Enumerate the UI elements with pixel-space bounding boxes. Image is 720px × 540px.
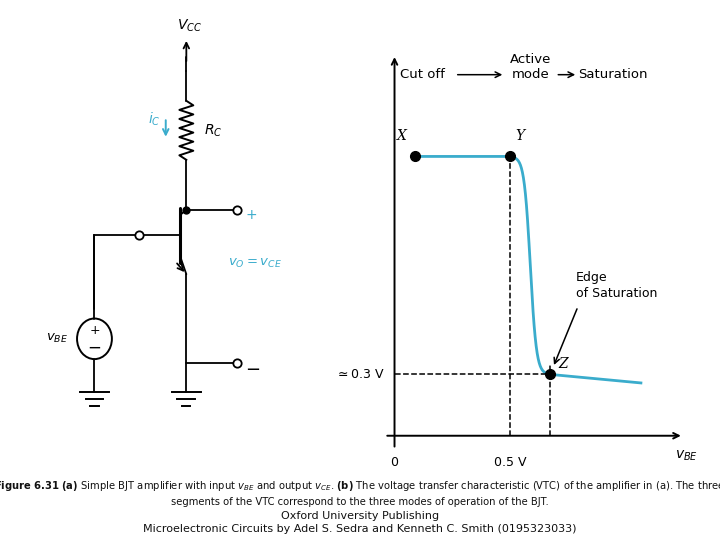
Text: $+$: $+$ [89, 324, 100, 337]
Text: Y: Y [516, 129, 524, 143]
Text: Z: Z [558, 357, 567, 371]
Text: $i_C$: $i_C$ [148, 111, 161, 128]
Text: 0: 0 [390, 456, 398, 469]
Text: $+$: $+$ [245, 208, 257, 222]
Text: 0.5 V: 0.5 V [494, 456, 526, 469]
Text: $-$: $-$ [245, 359, 260, 377]
Text: Cut off: Cut off [400, 69, 444, 82]
Text: Edge
of Saturation: Edge of Saturation [575, 272, 657, 300]
Text: X: X [397, 129, 407, 143]
Text: Active
mode: Active mode [510, 53, 551, 82]
Text: $V_{CC}$: $V_{CC}$ [177, 18, 202, 35]
Text: $\simeq 0.3$ V: $\simeq 0.3$ V [335, 368, 384, 381]
Text: Saturation: Saturation [578, 69, 647, 82]
Text: $R_C$: $R_C$ [204, 122, 222, 139]
Text: $v_O = v_{CE}$: $v_O = v_{CE}$ [228, 256, 282, 269]
Text: $\mathbf{Figure\ 6.31\ (a)}$ Simple BJT amplifier with input $v_{BE}$ and output: $\mathbf{Figure\ 6.31\ (a)}$ Simple BJT … [0, 479, 720, 493]
Text: $v_{BE}$: $v_{BE}$ [675, 449, 698, 463]
Text: $v_{BE}$: $v_{BE}$ [47, 332, 68, 346]
Text: $-$: $-$ [87, 338, 102, 356]
Text: Microelectronic Circuits by Adel S. Sedra and Kenneth C. Smith (0195323033): Microelectronic Circuits by Adel S. Sedr… [143, 523, 577, 534]
Text: segments of the VTC correspond to the three modes of operation of the BJT.: segments of the VTC correspond to the th… [171, 496, 549, 507]
Text: Oxford University Publishing: Oxford University Publishing [281, 510, 439, 521]
